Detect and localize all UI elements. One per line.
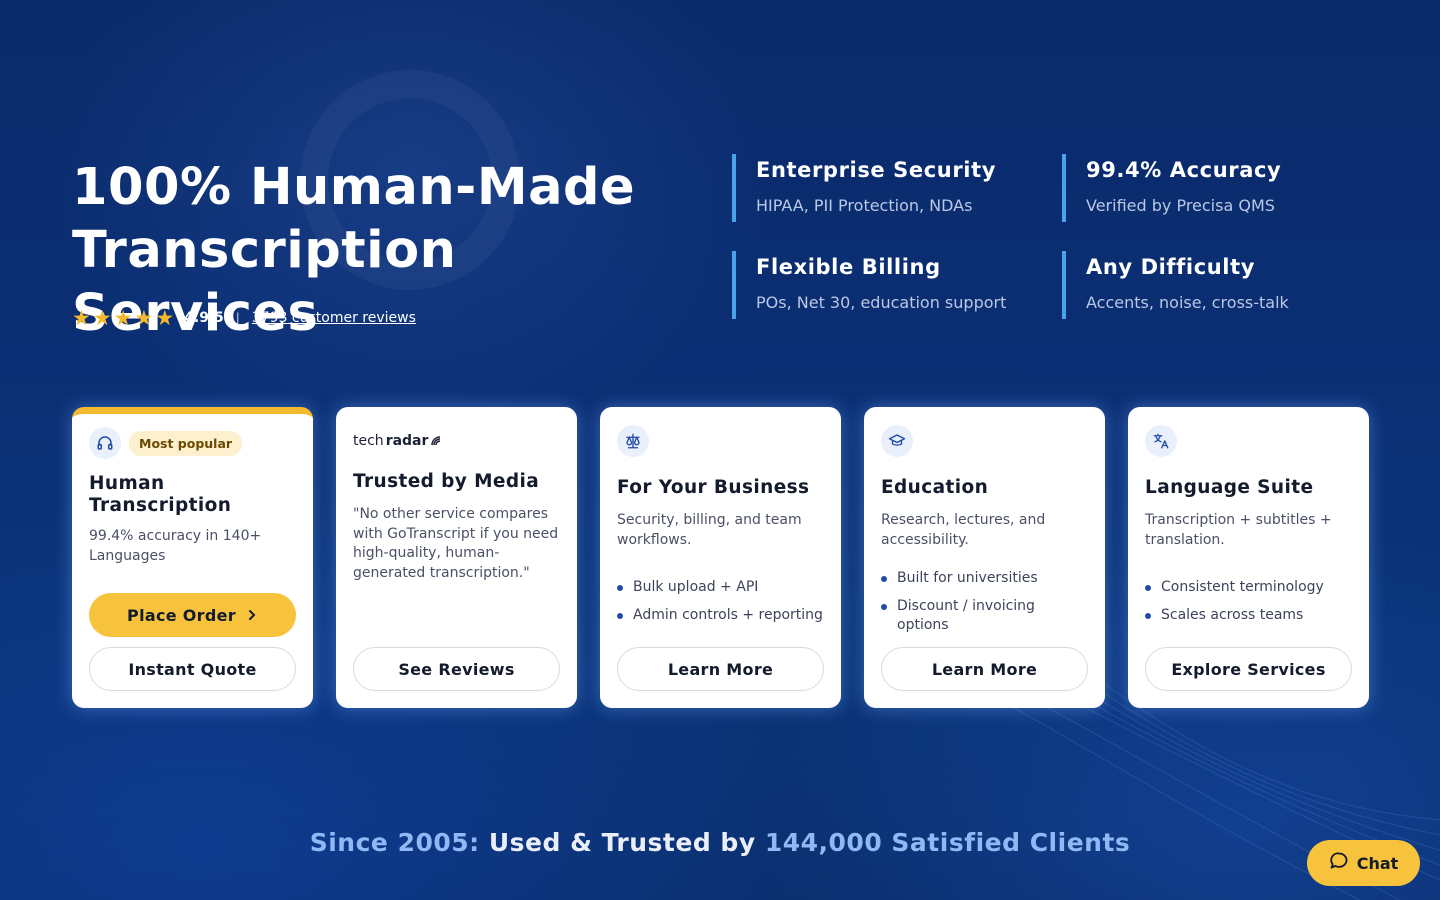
star-icon: ★ xyxy=(72,306,91,330)
card-language-suite: Language Suite Transcription + subtitles… xyxy=(1128,407,1369,708)
list-item: Consistent terminology xyxy=(1145,578,1352,598)
headphones-icon xyxy=(89,427,121,459)
star-icon: ★ xyxy=(92,306,112,330)
feature-subtitle: Accents, noise, cross-talk xyxy=(1086,293,1289,312)
star-icon: ★ xyxy=(134,306,154,330)
list-item: Built for universities xyxy=(881,569,1088,589)
instant-quote-button[interactable]: Instant Quote xyxy=(89,647,296,691)
feature-flexible-billing: Flexible Billing POs, Net 30, education … xyxy=(732,251,1006,319)
chat-bubble-icon xyxy=(1329,851,1349,875)
tagline-since: Since 2005: xyxy=(309,828,480,857)
explore-services-button[interactable]: Explore Services xyxy=(1145,647,1352,691)
card-education: Education Research, lectures, and access… xyxy=(864,407,1105,708)
tagline: Since 2005: Used & Trusted by 144,000 Sa… xyxy=(0,828,1440,857)
media-quote: "No other service compares with GoTransc… xyxy=(353,506,559,581)
learn-more-business-button[interactable]: Learn More xyxy=(617,647,824,691)
feature-any-difficulty: Any Difficulty Accents, noise, cross-tal… xyxy=(1062,251,1289,319)
rating-summary: ★ ★ ★ ★ ★ 4.9/5 | 3793 customer reviews xyxy=(72,306,416,330)
customer-reviews-link[interactable]: 3793 customer reviews xyxy=(251,310,416,326)
most-popular-badge: Most popular xyxy=(129,430,243,456)
feature-title: Any Difficulty xyxy=(1086,255,1256,279)
list-item: Scales across teams xyxy=(1145,606,1352,626)
title-line-2: Transcription Services xyxy=(72,221,457,343)
place-order-button[interactable]: Place Order xyxy=(89,593,296,637)
card-description: Security, billing, and team workflows. xyxy=(617,512,802,548)
graduation-cap-icon xyxy=(881,425,913,457)
feature-accuracy: 99.4% Accuracy Verified by Precisa QMS xyxy=(1062,154,1281,222)
feature-list: Bulk upload + API Admin controls + repor… xyxy=(617,578,824,625)
tagline-clients: 144,000 Satisfied Clients xyxy=(764,828,1131,857)
rating-score: 4.9/5 xyxy=(184,310,224,326)
card-for-your-business: For Your Business Security, billing, and… xyxy=(600,407,841,708)
list-item: Bulk upload + API xyxy=(617,578,824,598)
star-icon: ★ xyxy=(155,306,175,330)
page-title: 100% Human-Made Transcription Services xyxy=(72,156,712,345)
card-title: Language Suite xyxy=(1145,477,1314,498)
card-title: Human Transcription xyxy=(89,473,232,516)
feature-list: Built for universities Discount / invoic… xyxy=(881,569,1088,636)
card-description: Research, lectures, and accessibility. xyxy=(881,512,1046,548)
place-order-label: Place Order xyxy=(127,605,236,625)
list-item: Discount / invoicing options xyxy=(881,597,1088,636)
card-trusted-by-media: tech radar Trusted by Media "No other ser… xyxy=(336,407,577,708)
chevron-right-icon xyxy=(246,606,258,625)
card-human-transcription: Most popular Human Transcription 99.4% a… xyxy=(72,407,313,708)
feature-list: Consistent terminology Scales across tea… xyxy=(1145,578,1352,625)
card-title: Education xyxy=(881,477,989,498)
star-rating: ★ ★ ★ ★ ★ xyxy=(72,306,174,330)
logo-text-tech: tech xyxy=(353,433,384,449)
feature-title: 99.4% Accuracy xyxy=(1086,158,1282,182)
title-line-1: 100% Human-Made xyxy=(72,158,636,217)
see-reviews-button[interactable]: See Reviews xyxy=(353,647,560,691)
list-item: Admin controls + reporting xyxy=(617,606,824,626)
chat-button[interactable]: Chat xyxy=(1307,840,1420,886)
feature-title: Enterprise Security xyxy=(756,158,997,182)
logo-text-radar: radar xyxy=(385,433,429,449)
translate-icon xyxy=(1145,425,1177,457)
chat-label: Chat xyxy=(1356,853,1399,873)
card-title: For Your Business xyxy=(617,477,810,498)
rating-separator: | xyxy=(235,311,240,325)
scale-icon xyxy=(617,425,649,457)
feature-title: Flexible Billing xyxy=(756,255,941,279)
feature-subtitle: HIPAA, PII Protection, NDAs xyxy=(756,196,973,215)
star-icon: ★ xyxy=(113,306,133,330)
tagline-used-trusted: Used & Trusted by xyxy=(488,828,756,857)
card-description: Transcription + subtitles + translation. xyxy=(1145,512,1332,548)
card-description: 99.4% accuracy in 140+ Languages xyxy=(89,528,262,564)
radar-icon xyxy=(431,436,441,446)
feature-subtitle: POs, Net 30, education support xyxy=(756,293,1007,312)
card-title: Trusted by Media xyxy=(353,471,540,492)
feature-subtitle: Verified by Precisa QMS xyxy=(1086,196,1275,215)
techradar-logo: tech radar xyxy=(353,425,560,457)
feature-enterprise-security: Enterprise Security HIPAA, PII Protectio… xyxy=(732,154,996,222)
learn-more-education-button[interactable]: Learn More xyxy=(881,647,1088,691)
